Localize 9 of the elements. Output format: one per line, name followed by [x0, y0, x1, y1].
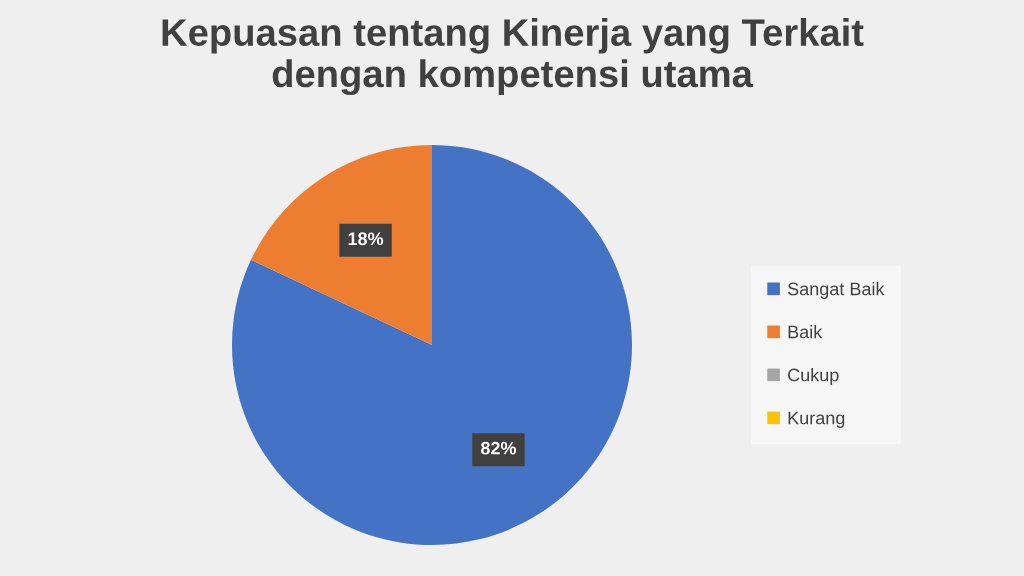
pie-slice: [232, 145, 632, 545]
legend-label: Baik: [788, 325, 823, 339]
pie-slice: [251, 145, 432, 345]
legend-label: Kurang: [788, 411, 845, 428]
legend-label: Sangat Baik: [787, 282, 885, 299]
data-label: 18%: [348, 232, 384, 246]
chart-title: Kepuasan tentang Kinerja yang Terkait dengan kompetensi utama: [162, 18, 864, 96]
legend-label: Cukup: [788, 368, 839, 385]
data-label: 82%: [480, 441, 517, 455]
